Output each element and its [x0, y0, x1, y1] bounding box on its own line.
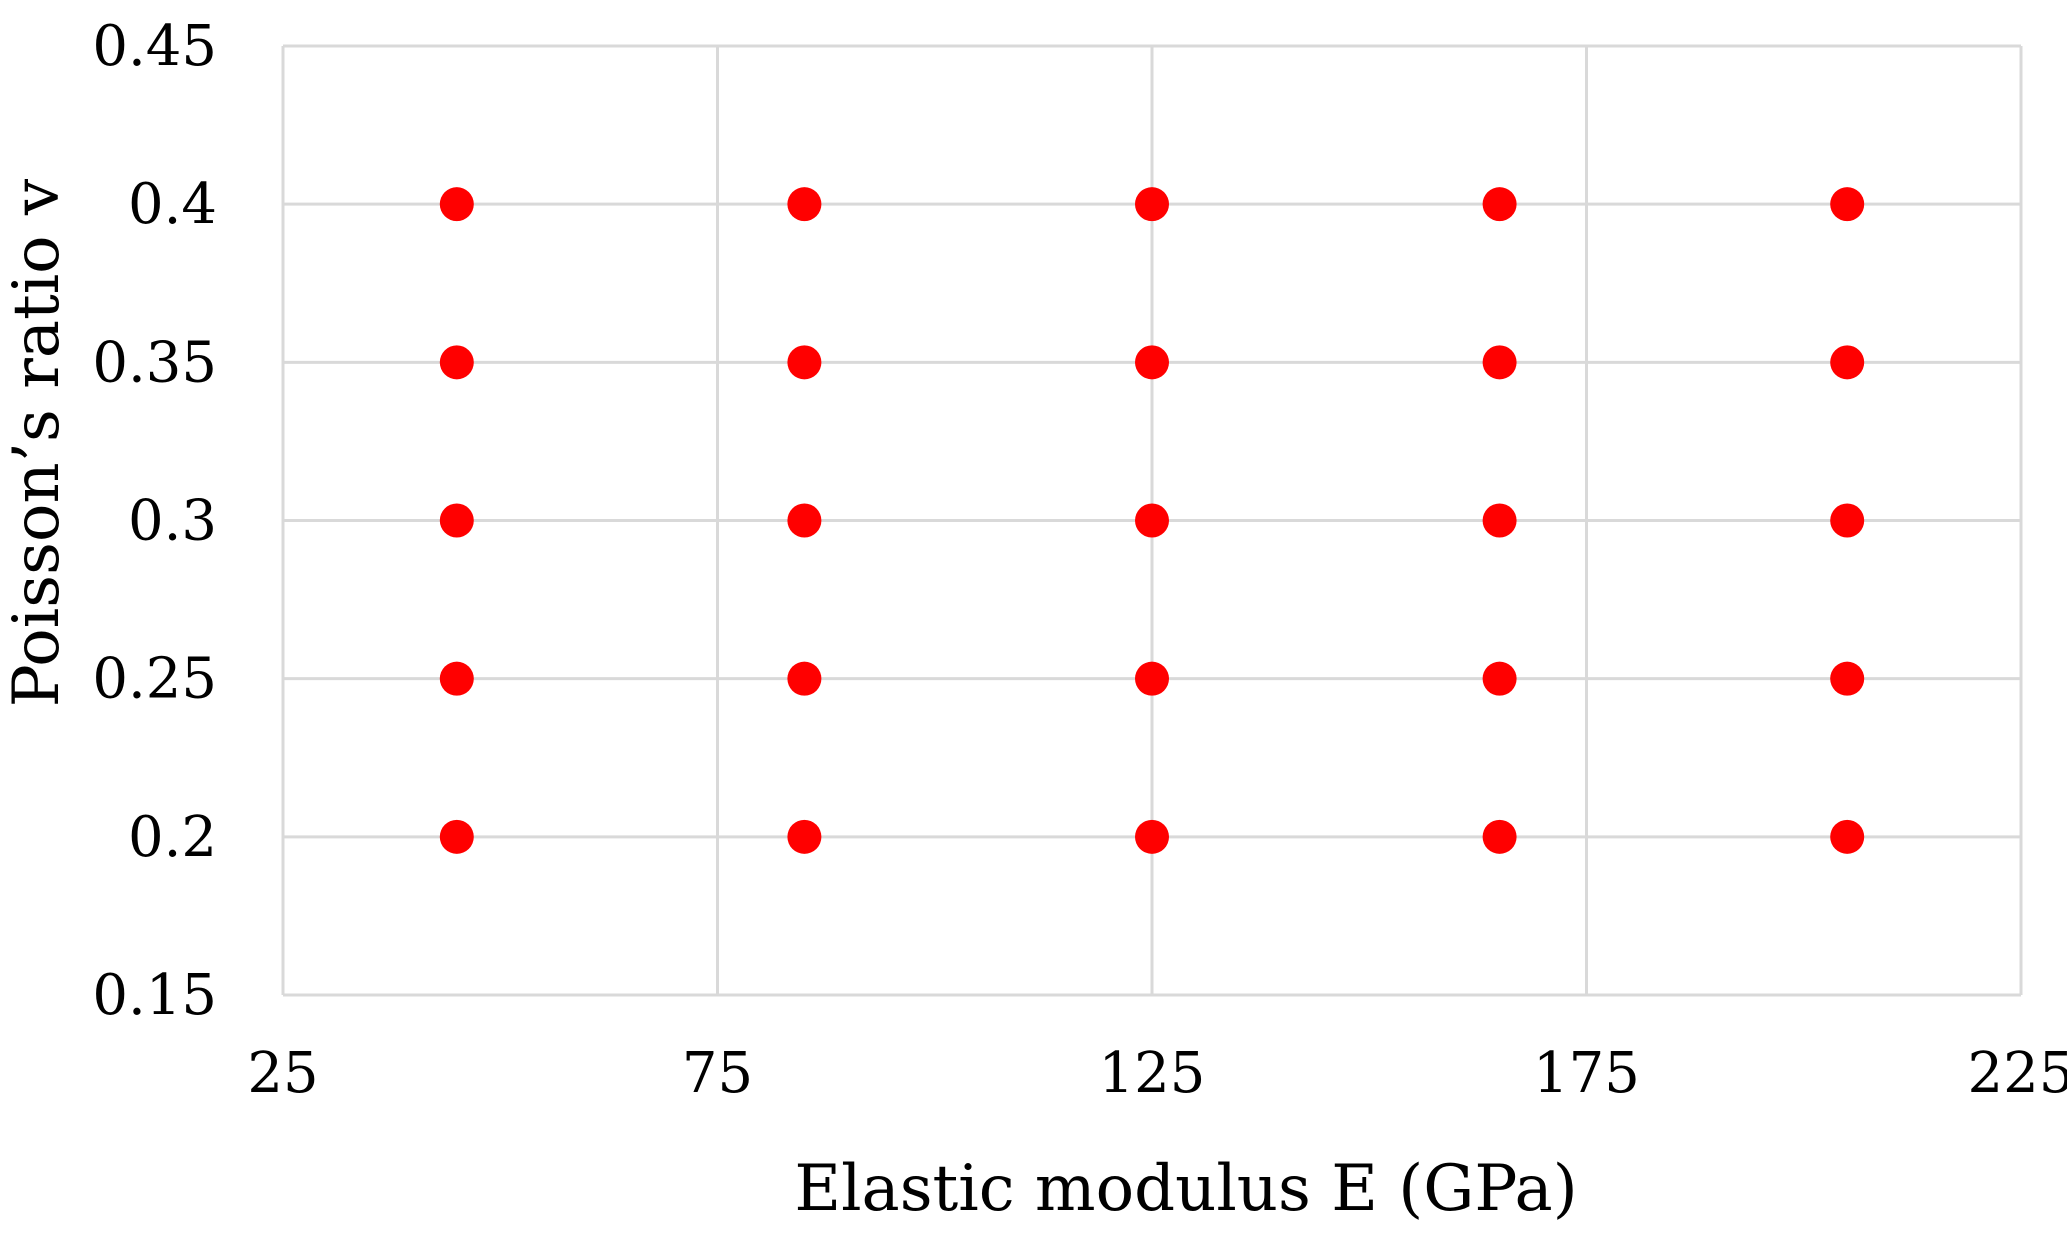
- y-axis-label: Poisson’s ratio v: [0, 179, 74, 707]
- data-point: [439, 503, 474, 538]
- x-tick-labels: 25 75 125 175 225: [247, 1041, 2067, 1106]
- data-point: [1830, 503, 1865, 538]
- x-axis-label: Elastic modulus E (GPa): [794, 1152, 1577, 1226]
- data-point: [439, 187, 474, 222]
- data-point: [1830, 819, 1865, 854]
- y-tick-labels: 0.15 0.2 0.25 0.3 0.35 0.4 0.45: [92, 14, 217, 1028]
- data-point: [1482, 819, 1517, 854]
- y-tick-label: 0.4: [128, 172, 217, 237]
- y-tick-label: 0.35: [92, 330, 217, 395]
- data-point: [1482, 187, 1517, 222]
- data-point: [1482, 503, 1517, 538]
- x-tick-label: 75: [682, 1041, 753, 1106]
- data-point: [1135, 661, 1169, 696]
- data-point: [439, 819, 474, 854]
- data-point: [787, 503, 822, 538]
- data-point: [787, 819, 822, 854]
- data-point: [439, 345, 474, 380]
- x-tick-label: 175: [1533, 1041, 1640, 1106]
- data-point: [787, 661, 822, 696]
- data-point: [1830, 345, 1865, 380]
- data-point: [1830, 661, 1865, 696]
- data-point: [1135, 503, 1169, 538]
- x-tick-label: 25: [247, 1041, 318, 1106]
- x-tick-label: 225: [1968, 1041, 2067, 1106]
- data-point: [1135, 345, 1169, 380]
- data-point: [1830, 187, 1865, 222]
- x-tick-label: 125: [1099, 1041, 1206, 1106]
- y-tick-label: 0.15: [92, 963, 217, 1028]
- y-tick-label: 0.2: [128, 805, 217, 870]
- y-tick-label: 0.45: [92, 14, 217, 79]
- data-point: [1135, 187, 1169, 222]
- data-point: [1135, 819, 1169, 854]
- data-points: [439, 187, 1865, 854]
- data-point: [1482, 661, 1517, 696]
- data-point: [1482, 345, 1517, 380]
- data-point: [439, 661, 474, 696]
- data-point: [787, 345, 822, 380]
- y-tick-label: 0.3: [128, 489, 217, 554]
- y-tick-label: 0.25: [92, 647, 217, 712]
- data-point: [787, 187, 822, 222]
